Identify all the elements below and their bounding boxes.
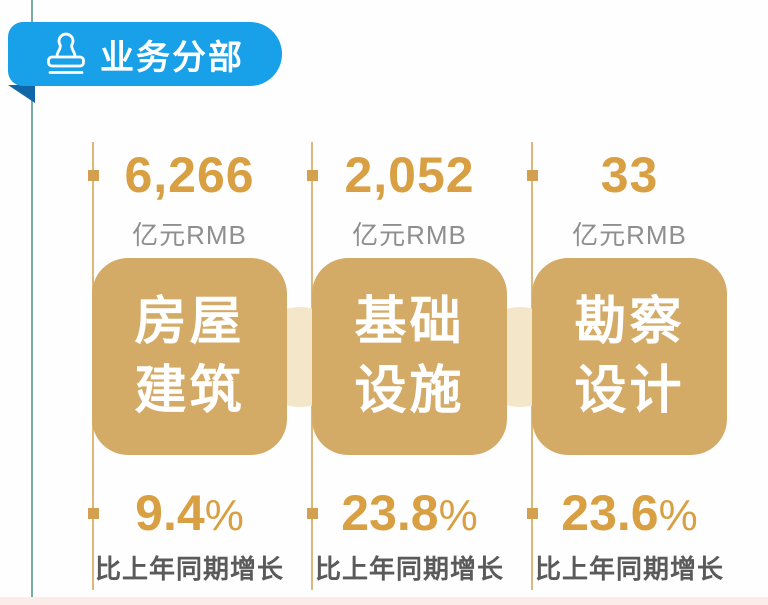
divider-marker: [307, 508, 318, 519]
percent-symbol: %: [204, 491, 244, 540]
revenue-value: 2,052: [344, 147, 475, 203]
bottom-accent-strip: [0, 597, 768, 605]
segment-name-line: 设施: [354, 361, 465, 420]
divider-marker: [527, 170, 538, 181]
growth-value: 23.6%: [532, 484, 727, 542]
segment-name-line: 设计: [574, 361, 685, 420]
revenue-unit: 亿元RMB: [572, 220, 687, 250]
segment-block-survey-design: 勘察 设计: [532, 258, 727, 455]
growth-caption: 比上年同期增长: [314, 554, 504, 584]
segment-column-survey-design: 33 亿元RMB 23.6% 比上年同期增长: [532, 0, 727, 605]
divider-marker: [527, 508, 538, 519]
segment-name-line: 基础: [354, 292, 465, 351]
segment-column-housing: 6,266 亿元RMB 9.4% 比上年同期增长: [92, 0, 287, 605]
section-header-banner: 业务分部: [8, 22, 282, 86]
page-title: 业务分部: [100, 38, 244, 77]
growth-caption: 比上年同期增长: [534, 554, 724, 584]
stamp-icon: [44, 32, 88, 76]
percent-symbol: %: [438, 491, 478, 540]
growth-value: 23.8%: [312, 484, 507, 542]
segment-block-infrastructure: 基础 设施: [312, 258, 507, 455]
teal-accent-line: [31, 0, 33, 605]
growth-value: 9.4%: [92, 484, 287, 542]
divider-marker: [88, 508, 99, 519]
revenue-value: 33: [600, 147, 659, 203]
revenue-unit: 亿元RMB: [352, 220, 467, 250]
divider-marker: [88, 170, 99, 181]
segment-name-line: 勘察: [574, 292, 685, 351]
growth-number: 23.6: [561, 485, 659, 541]
growth-caption: 比上年同期增长: [94, 554, 284, 584]
divider-marker: [307, 170, 318, 181]
growth-number: 23.8: [341, 485, 439, 541]
segment-block-housing: 房屋 建筑: [92, 258, 287, 455]
percent-symbol: %: [658, 491, 698, 540]
segment-name-line: 房屋: [134, 292, 245, 351]
segment-name-line: 建筑: [134, 361, 245, 420]
growth-number: 9.4: [135, 485, 205, 541]
segment-column-infrastructure: 2,052 亿元RMB 23.8% 比上年同期增长: [312, 0, 507, 605]
revenue-unit: 亿元RMB: [132, 220, 247, 250]
revenue-value: 6,266: [124, 147, 255, 203]
